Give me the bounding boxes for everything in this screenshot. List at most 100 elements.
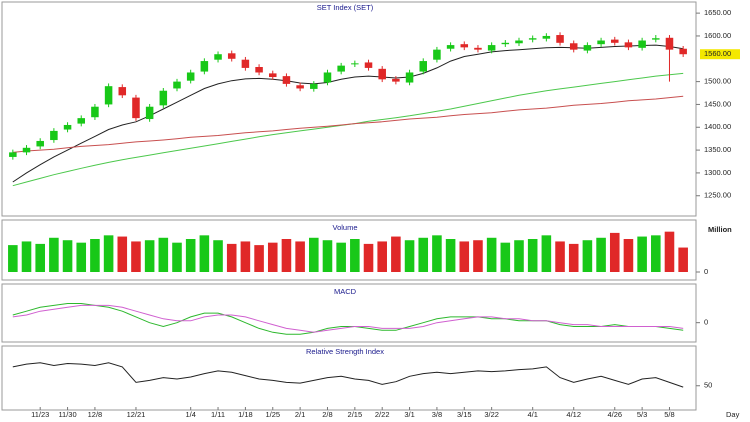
volume-bar [21,241,32,272]
volume-bar [226,243,237,272]
candle-body [652,38,660,40]
y-tick-label: 1600.00 [704,31,731,40]
last-price-label: 1560.00 [704,49,731,58]
y-tick-label: 1450.00 [704,99,731,108]
x-tick-label: 2/15 [348,410,363,419]
y-tick-label: 1300.00 [704,168,731,177]
candle-body [378,68,386,80]
volume-bar [350,239,360,272]
candle-body [364,62,373,68]
candle-body [173,81,181,89]
x-tick-label: 3/1 [404,410,414,419]
candle-body [528,38,537,40]
y-tick-label: 50 [704,381,712,390]
volume-bar [363,243,374,272]
x-axis-label: Day [726,410,740,419]
volume-bar [418,237,429,272]
price-panel [1,1,697,217]
candle-body [118,87,127,96]
panel-title: Volume [332,223,357,232]
line-series [12,362,684,388]
volume-bar [49,237,59,272]
volume-bar [568,243,579,272]
candle-body [501,42,510,45]
volume-bar [240,241,251,272]
candle-body [487,45,496,51]
y-tick-label: 1400.00 [704,122,731,131]
volume-bar [295,241,305,272]
candle-body [610,39,619,43]
panel-title: MACD [334,287,357,296]
candle-body [556,35,564,43]
x-tick-label: 5/3 [637,410,647,419]
candle-body [214,54,222,60]
volume-bar [8,245,18,272]
candle-body [132,97,140,119]
candle-body [419,61,428,72]
volume-bar [62,240,73,272]
candle-body [323,72,332,83]
volume-bar [404,240,415,272]
candle-body [679,48,687,55]
x-tick-label: 11/30 [58,410,76,419]
last-price-box [700,49,740,60]
candle-body [268,73,277,78]
volume-bar [131,241,141,272]
candle-body [310,83,318,89]
volume-bar [514,240,524,272]
volume-bar [103,235,114,272]
volume-bar [596,237,606,272]
volume-bar [76,242,87,272]
candle-body [36,140,44,147]
volume-bar [541,235,552,272]
candle-body [665,37,674,50]
candle-body [104,86,113,105]
line-series [12,304,684,333]
candle-body [77,118,86,124]
x-tick-label: 4/12 [566,410,581,419]
candle-body [227,53,236,59]
candle-body [515,40,523,44]
candle-body [597,40,605,45]
candle-body [583,45,592,51]
candle-body [474,47,482,50]
volume-bar [144,240,155,272]
x-tick-label: 12/8 [88,410,103,419]
candle-body [50,130,58,141]
volume-bar [527,239,538,272]
x-tick-label: 3/8 [432,410,442,419]
candle-body [405,72,414,83]
y-tick-label: 1650.00 [704,8,731,17]
candle-body [351,63,359,65]
x-tick-label: 3/15 [457,410,472,419]
candle-body [542,35,551,39]
volume-bar [213,240,223,272]
volume-bar [432,235,442,272]
x-tick-label: 1/4 [185,410,195,419]
candle-body [296,85,304,89]
candle-body [22,147,31,153]
candle-body [145,106,154,120]
volume-bar [322,240,333,272]
volume-bar [391,236,401,272]
candle-body [460,44,469,48]
y-axis-label: Million [708,225,732,234]
candle-body [282,76,291,84]
volume-bar [609,232,620,272]
candle-body [255,67,263,73]
x-tick-label: 3/22 [484,410,499,419]
candle-body [446,45,455,49]
candle-body [638,40,646,48]
x-tick-label: 2/1 [295,410,305,419]
y-tick-label: 1250.00 [704,191,731,200]
candle-body [63,124,72,130]
x-tick-label: 1/25 [265,410,280,419]
x-tick-label: 2/8 [322,410,332,419]
candle-body [241,59,250,68]
candle-body [337,65,345,72]
volume-bar [267,242,278,272]
volume-bar [117,236,128,272]
volume-bar [651,235,661,272]
volume-bar [309,237,319,272]
y-tick-label: 1350.00 [704,145,731,154]
